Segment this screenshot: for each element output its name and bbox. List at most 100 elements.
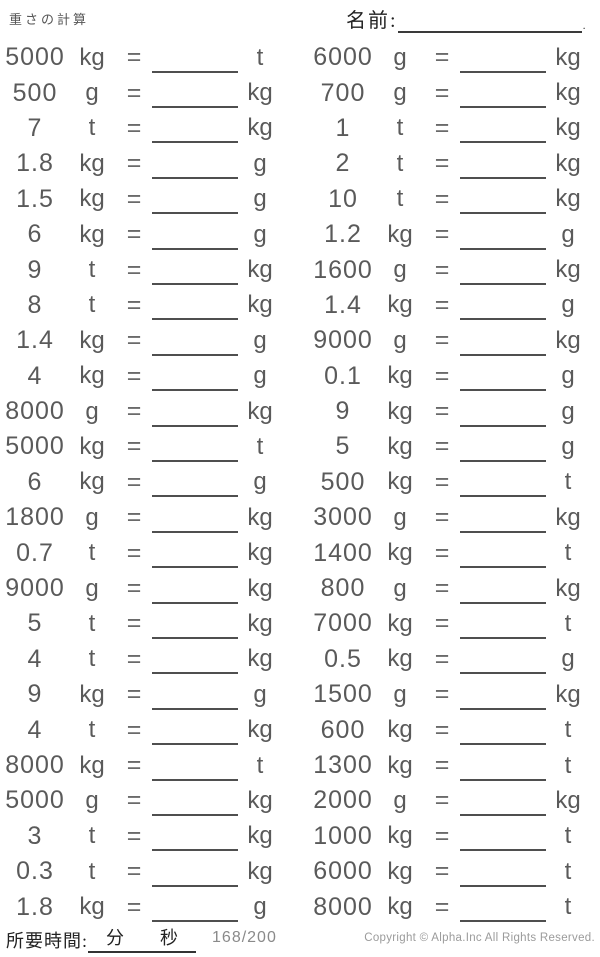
problem-from-unit: kg	[387, 291, 413, 319]
answer-blank	[460, 261, 546, 286]
problem-value: 1	[335, 113, 351, 142]
problem-value: 4	[27, 715, 43, 744]
problem-value: 700	[320, 78, 366, 107]
problem-row: 10 t = kg	[310, 182, 590, 217]
answer-blank	[152, 403, 238, 427]
problem-from-unit: kg	[79, 326, 105, 354]
problem-row: 1500 g = kg	[310, 677, 590, 712]
answer-blank	[460, 473, 546, 498]
answer-unit: kg	[555, 185, 581, 213]
problem-row: 2 t = kg	[310, 146, 590, 181]
answer-unit: g	[561, 645, 575, 673]
problem-value: 5000	[5, 786, 65, 815]
answer-unit: g	[561, 397, 575, 425]
answer-blank	[152, 438, 238, 462]
problem-row: 7000 kg = t	[310, 606, 590, 641]
answer-blank	[152, 226, 238, 250]
equals-sign: =	[434, 751, 450, 779]
problem-from-unit: kg	[79, 468, 105, 496]
answer-unit: t	[564, 468, 572, 496]
problem-from-unit: kg	[387, 751, 413, 779]
problem-row: 1 t = kg	[310, 111, 590, 146]
answer-blank	[152, 261, 238, 286]
answer-unit: kg	[555, 503, 581, 531]
problem-from-unit: kg	[387, 857, 413, 885]
problem-from-unit: kg	[79, 680, 105, 708]
problem-value: 10	[328, 184, 358, 213]
equals-sign: =	[434, 574, 450, 603]
problem-from-unit: t	[88, 609, 96, 637]
problem-row: 4 kg = g	[2, 359, 282, 394]
equals-sign: =	[434, 432, 450, 461]
equals-sign: =	[126, 397, 142, 426]
problem-value: 6	[27, 467, 43, 496]
problem-row: 9 t = kg	[2, 252, 282, 287]
problem-from-unit: g	[85, 397, 99, 425]
answer-unit: t	[256, 751, 264, 779]
problem-from-unit: g	[393, 256, 407, 284]
problem-value: 6	[27, 220, 43, 249]
minutes-label: 分	[106, 927, 125, 948]
answer-unit: t	[564, 751, 572, 779]
problem-from-unit: t	[88, 716, 96, 744]
copyright: Copyright © Alpha.Inc All Rights Reserve…	[364, 932, 595, 944]
answer-unit: t	[564, 857, 572, 885]
answer-blank	[152, 544, 238, 569]
answer-unit: g	[561, 220, 575, 248]
equals-sign: =	[126, 255, 142, 284]
problem-row: 1600 g = kg	[310, 252, 590, 287]
equals-sign: =	[126, 786, 142, 815]
equals-sign: =	[126, 644, 142, 673]
answer-blank	[152, 119, 238, 144]
answer-blank	[152, 332, 238, 356]
equals-sign: =	[126, 857, 142, 886]
problem-row: 700 g = kg	[310, 75, 590, 110]
equals-sign: =	[434, 644, 450, 673]
answer-blank	[460, 792, 546, 816]
problem-row: 9 kg = g	[2, 677, 282, 712]
answer-unit: g	[253, 220, 267, 248]
answer-unit: g	[561, 362, 575, 390]
equals-sign: =	[126, 432, 142, 461]
equals-sign: =	[434, 113, 450, 142]
problem-value: 4	[27, 361, 43, 390]
time-underline: 分 秒	[88, 924, 197, 953]
problem-row: 8000 kg = t	[310, 889, 590, 924]
equals-sign: =	[126, 220, 142, 249]
equals-sign: =	[126, 290, 142, 319]
answer-unit: kg	[247, 291, 273, 319]
answer-blank	[460, 403, 546, 427]
problem-from-unit: kg	[387, 645, 413, 673]
name-line-end-mark: .	[582, 18, 586, 32]
equals-sign: =	[126, 680, 142, 709]
problem-from-unit: kg	[79, 362, 105, 390]
problem-value: 600	[320, 715, 366, 744]
problem-from-unit: t	[88, 645, 96, 673]
problem-from-unit: kg	[387, 539, 413, 567]
problem-row: 3 t = kg	[2, 819, 282, 854]
problem-row: 0.7 t = kg	[2, 535, 282, 570]
answer-blank	[460, 119, 546, 144]
problem-row: 6000 g = kg	[310, 40, 590, 75]
problem-row: 5 kg = g	[310, 429, 590, 464]
problem-from-unit: kg	[387, 362, 413, 390]
equals-sign: =	[434, 255, 450, 284]
problem-value: 2000	[313, 786, 373, 815]
problem-value: 3	[27, 821, 43, 850]
problem-value: 5000	[5, 43, 65, 72]
problem-row: 500 g = kg	[2, 75, 282, 110]
problem-row: 1400 kg = t	[310, 535, 590, 570]
problem-from-unit: kg	[79, 43, 105, 71]
problem-from-unit: g	[393, 680, 407, 708]
problem-value: 5	[335, 432, 351, 461]
equals-sign: =	[434, 892, 450, 921]
answer-unit: g	[253, 326, 267, 354]
problem-from-unit: kg	[387, 716, 413, 744]
equals-sign: =	[126, 821, 142, 850]
answer-blank	[152, 473, 238, 498]
problem-row: 3000 g = kg	[310, 500, 590, 535]
answer-unit: kg	[247, 574, 273, 602]
problem-row: 6 kg = g	[2, 217, 282, 252]
equals-sign: =	[434, 821, 450, 850]
problem-value: 1.8	[16, 149, 54, 178]
